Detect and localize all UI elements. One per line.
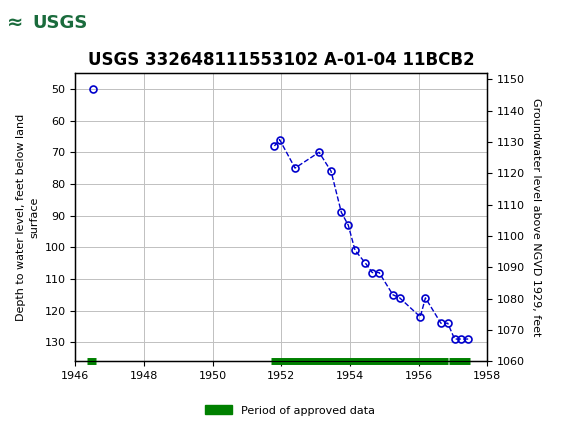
Title: USGS 332648111553102 A-01-04 11BCB2: USGS 332648111553102 A-01-04 11BCB2 (88, 51, 474, 69)
Y-axis label: Depth to water level, feet below land
surface: Depth to water level, feet below land su… (16, 114, 39, 321)
Text: USGS: USGS (32, 14, 87, 31)
Y-axis label: Groundwater level above NGVD 1929, feet: Groundwater level above NGVD 1929, feet (531, 98, 541, 336)
Bar (3, 3, 78, 42)
Legend: Period of approved data: Period of approved data (200, 401, 380, 420)
Text: ≈: ≈ (7, 13, 23, 32)
